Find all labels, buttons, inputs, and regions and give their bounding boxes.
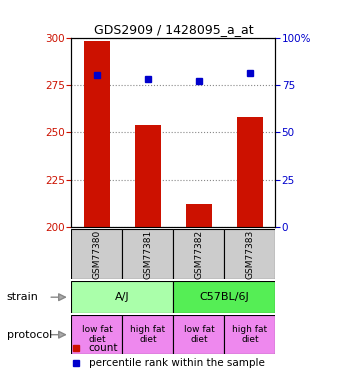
- Bar: [224, 315, 275, 354]
- Text: strain: strain: [7, 292, 39, 302]
- Bar: [173, 281, 275, 313]
- Text: C57BL/6J: C57BL/6J: [200, 292, 249, 302]
- Text: GSM77381: GSM77381: [143, 230, 152, 279]
- Bar: [122, 229, 173, 279]
- Bar: [84, 41, 109, 227]
- Text: percentile rank within the sample: percentile rank within the sample: [89, 358, 265, 368]
- Bar: [173, 315, 224, 354]
- Text: count: count: [89, 343, 118, 353]
- Title: GDS2909 / 1428095_a_at: GDS2909 / 1428095_a_at: [94, 23, 253, 36]
- Bar: [224, 229, 275, 279]
- Text: high fat
diet: high fat diet: [232, 325, 268, 344]
- Bar: [71, 229, 122, 279]
- Text: high fat
diet: high fat diet: [130, 325, 166, 344]
- Text: protocol: protocol: [7, 330, 52, 340]
- Text: GSM77380: GSM77380: [92, 230, 101, 279]
- Text: GSM77383: GSM77383: [245, 230, 254, 279]
- Bar: [71, 281, 173, 313]
- Bar: [237, 117, 262, 227]
- Bar: [71, 315, 122, 354]
- Bar: [135, 124, 160, 227]
- Text: low fat
diet: low fat diet: [184, 325, 214, 344]
- Bar: [173, 229, 224, 279]
- Text: low fat
diet: low fat diet: [82, 325, 112, 344]
- Bar: [122, 315, 173, 354]
- Text: A/J: A/J: [115, 292, 130, 302]
- Text: GSM77382: GSM77382: [194, 230, 203, 279]
- Bar: [186, 204, 211, 227]
